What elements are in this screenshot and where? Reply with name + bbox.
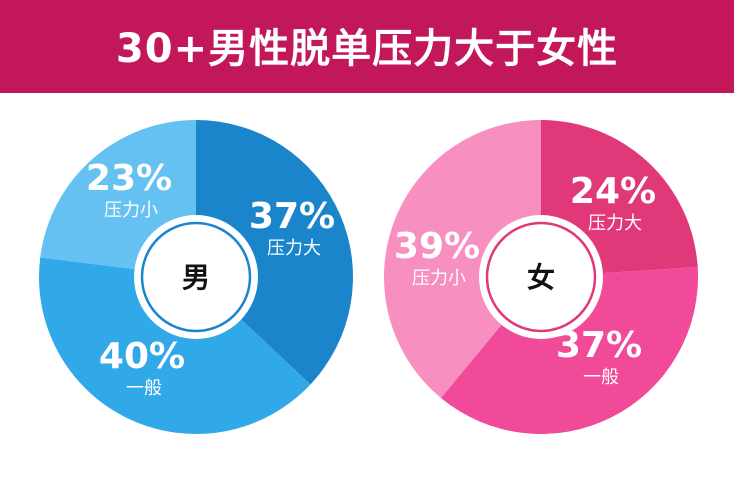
slice-percent-female-0: 24% (570, 171, 656, 212)
slice-percent-female-2: 39% (394, 226, 480, 267)
center-ring-female (485, 221, 597, 333)
center-ring-male (140, 221, 252, 333)
pie-slice-female-1 (440, 267, 698, 434)
slice-percent-male-2: 23% (86, 158, 172, 199)
title-banner (0, 0, 734, 93)
slice-label-male-1: 一般 (126, 378, 162, 399)
slice-percent-female-1: 37% (556, 325, 642, 366)
slice-label-female-2: 压力小 (412, 268, 466, 289)
slice-percent-male-1: 40% (99, 336, 185, 377)
pie-slice-male-0 (196, 120, 354, 385)
slice-label-male-2: 压力小 (104, 200, 158, 221)
slice-percent-male-0: 37% (249, 196, 335, 237)
center-label-female: 女 (527, 261, 555, 294)
center-label-male: 男 (182, 261, 210, 294)
pie-slice-female-2 (383, 120, 541, 398)
chart-title: 30+男性脱单压力大于女性 (115, 26, 619, 72)
slice-label-female-1: 一般 (583, 367, 619, 388)
slice-label-female-0: 压力大 (588, 213, 642, 234)
pie-slice-male-1 (38, 257, 311, 435)
slice-label-male-0: 压力大 (267, 238, 321, 259)
